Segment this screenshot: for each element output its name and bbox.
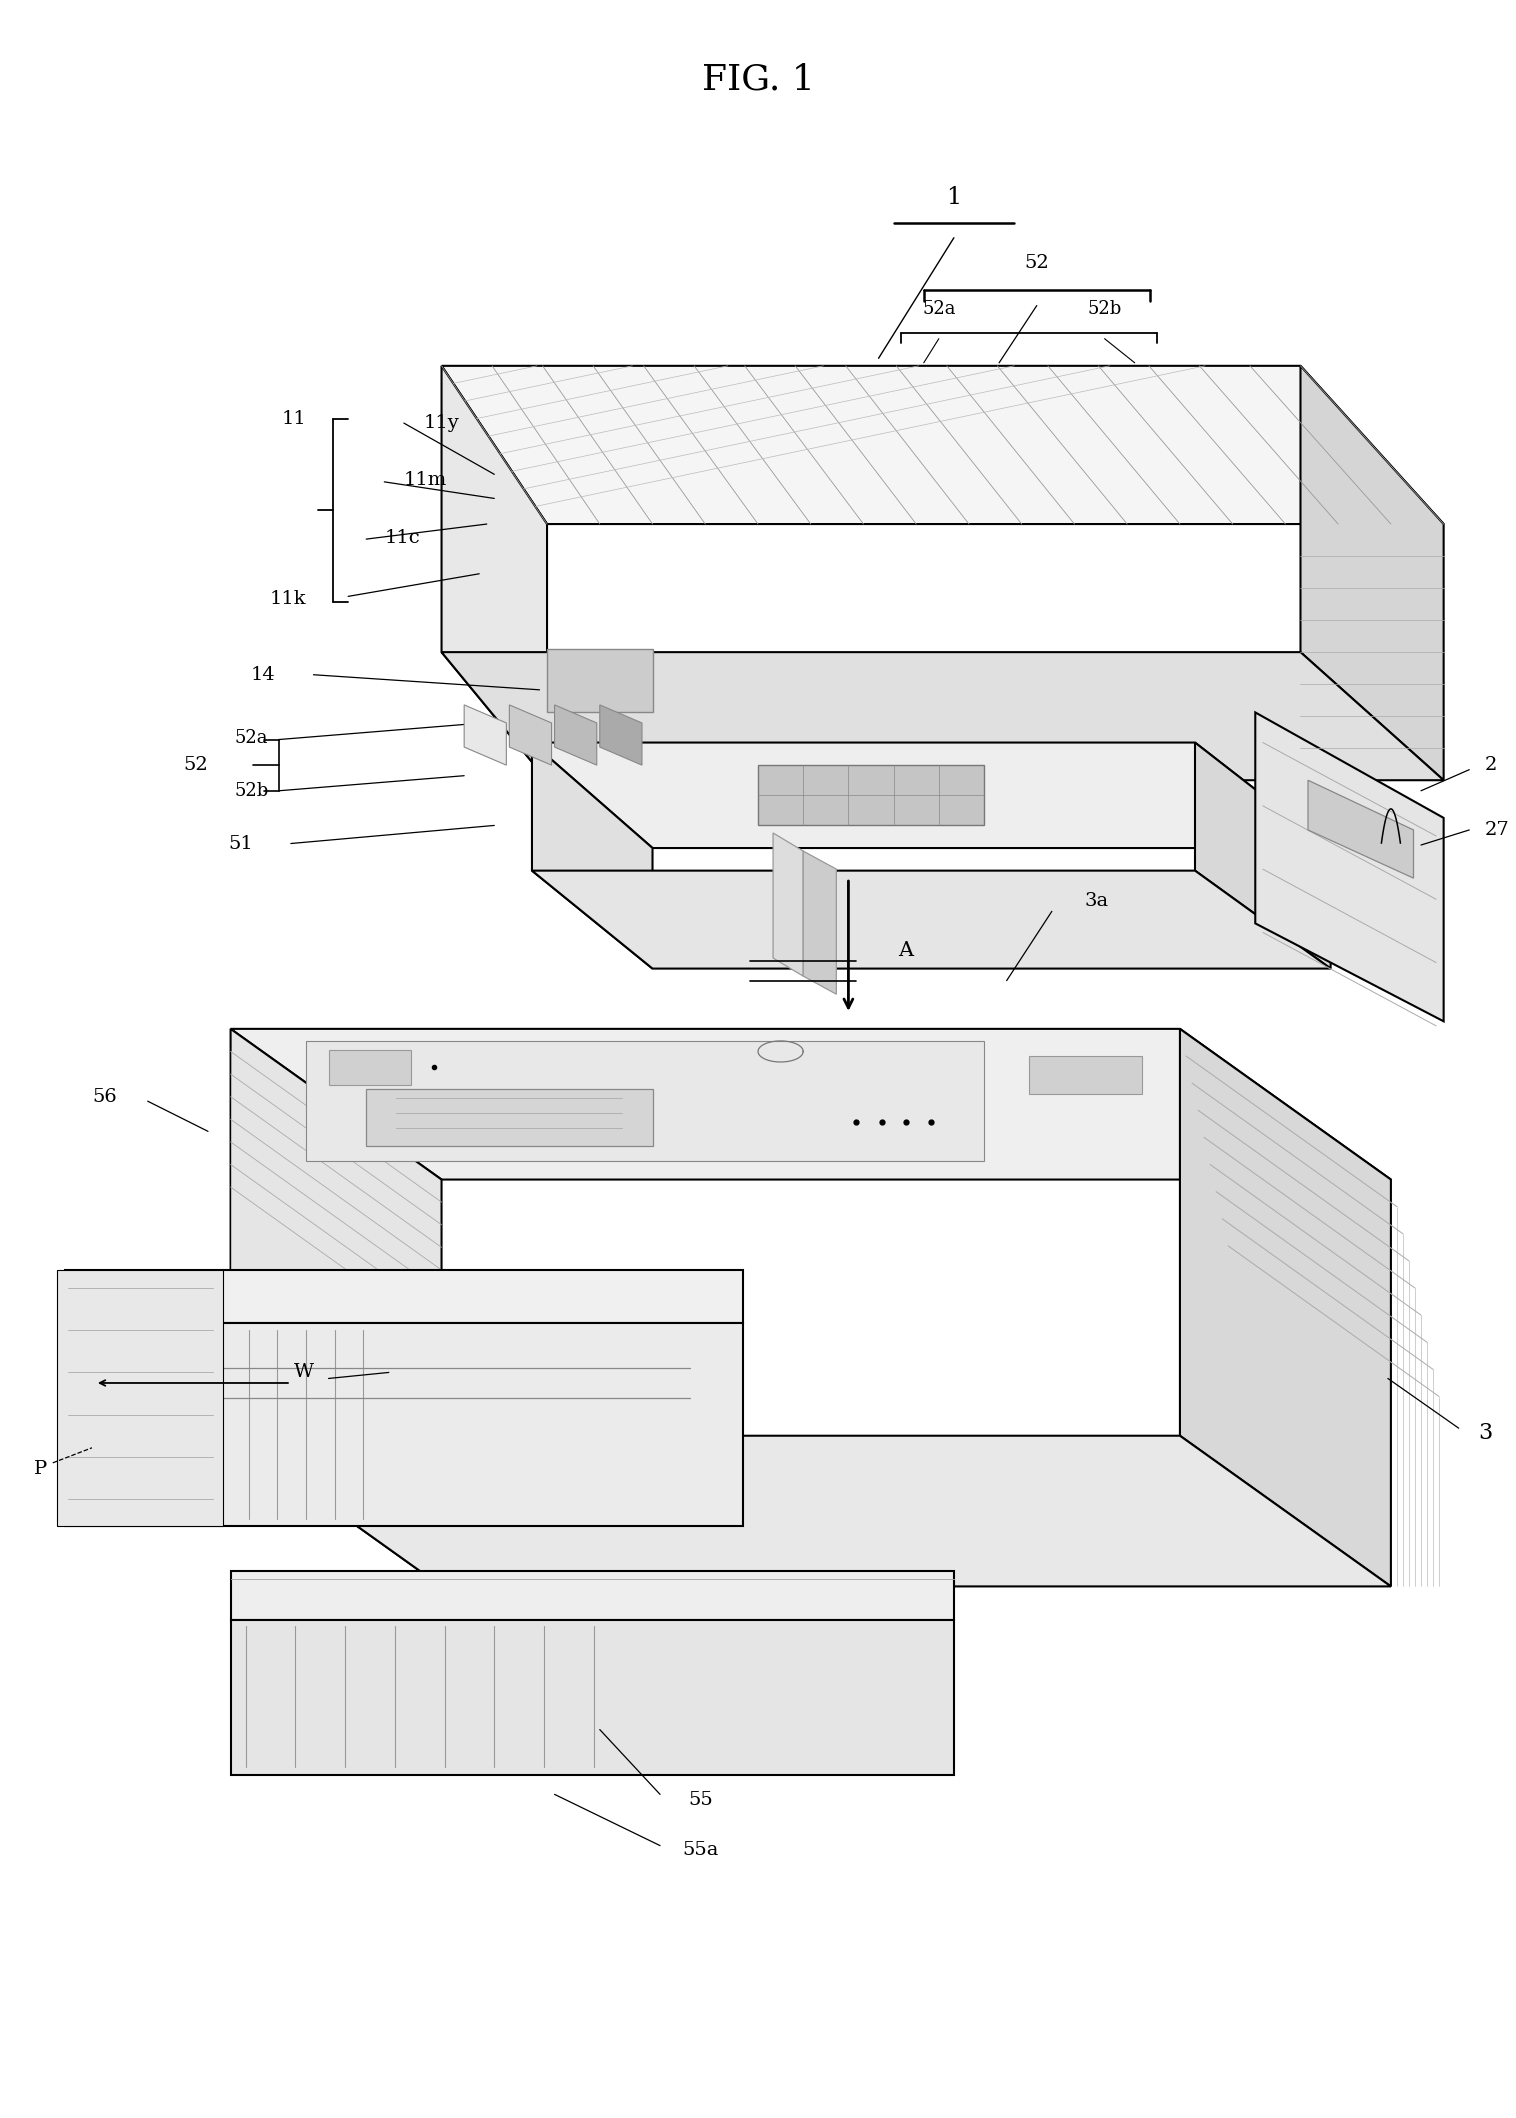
Polygon shape [230, 1436, 1390, 1586]
Text: 11c: 11c [384, 530, 420, 546]
Polygon shape [555, 705, 597, 765]
Polygon shape [441, 652, 1443, 779]
Polygon shape [1255, 712, 1443, 1021]
Text: 3: 3 [1478, 1421, 1493, 1444]
Polygon shape [758, 765, 984, 826]
Text: W: W [294, 1364, 314, 1381]
Polygon shape [1195, 743, 1331, 968]
Polygon shape [441, 366, 547, 779]
Polygon shape [306, 1040, 984, 1161]
Polygon shape [230, 1572, 954, 1620]
Text: 52: 52 [183, 756, 208, 775]
Polygon shape [1029, 1057, 1142, 1093]
Polygon shape [600, 705, 641, 765]
Text: 11k: 11k [270, 591, 306, 608]
Text: 14: 14 [252, 665, 276, 684]
Polygon shape [230, 1029, 1390, 1180]
Polygon shape [367, 1089, 652, 1146]
Polygon shape [1301, 366, 1443, 779]
Polygon shape [464, 705, 506, 765]
Text: P: P [33, 1459, 47, 1478]
Text: FIG. 1: FIG. 1 [702, 64, 814, 97]
Text: 52b: 52b [1087, 299, 1122, 318]
Text: 2: 2 [1484, 756, 1496, 775]
Text: 52b: 52b [233, 782, 268, 801]
Polygon shape [1308, 779, 1413, 879]
Text: 52a: 52a [922, 299, 955, 318]
Polygon shape [803, 851, 837, 993]
Polygon shape [230, 1620, 954, 1775]
Polygon shape [65, 1271, 743, 1324]
Text: 11y: 11y [423, 415, 459, 432]
Text: 55a: 55a [682, 1841, 719, 1860]
Polygon shape [329, 1051, 411, 1084]
Text: 3a: 3a [1085, 892, 1110, 911]
Polygon shape [58, 1271, 223, 1527]
Polygon shape [773, 832, 803, 976]
Text: 27: 27 [1484, 822, 1508, 839]
Text: 51: 51 [229, 834, 253, 854]
Polygon shape [532, 743, 652, 968]
Polygon shape [441, 366, 1443, 523]
Polygon shape [509, 705, 552, 765]
Text: 52a: 52a [235, 729, 268, 748]
Polygon shape [230, 1029, 441, 1586]
Text: 52: 52 [1025, 254, 1049, 273]
Text: A: A [897, 940, 913, 959]
Text: 11: 11 [280, 409, 306, 428]
Text: 11m: 11m [403, 472, 447, 489]
Polygon shape [65, 1324, 743, 1527]
Text: 1: 1 [946, 186, 961, 208]
Text: 55: 55 [688, 1792, 713, 1809]
Polygon shape [1179, 1029, 1390, 1586]
Polygon shape [547, 648, 652, 712]
Text: 56: 56 [92, 1089, 118, 1106]
Polygon shape [532, 743, 1331, 847]
Polygon shape [532, 870, 1331, 968]
